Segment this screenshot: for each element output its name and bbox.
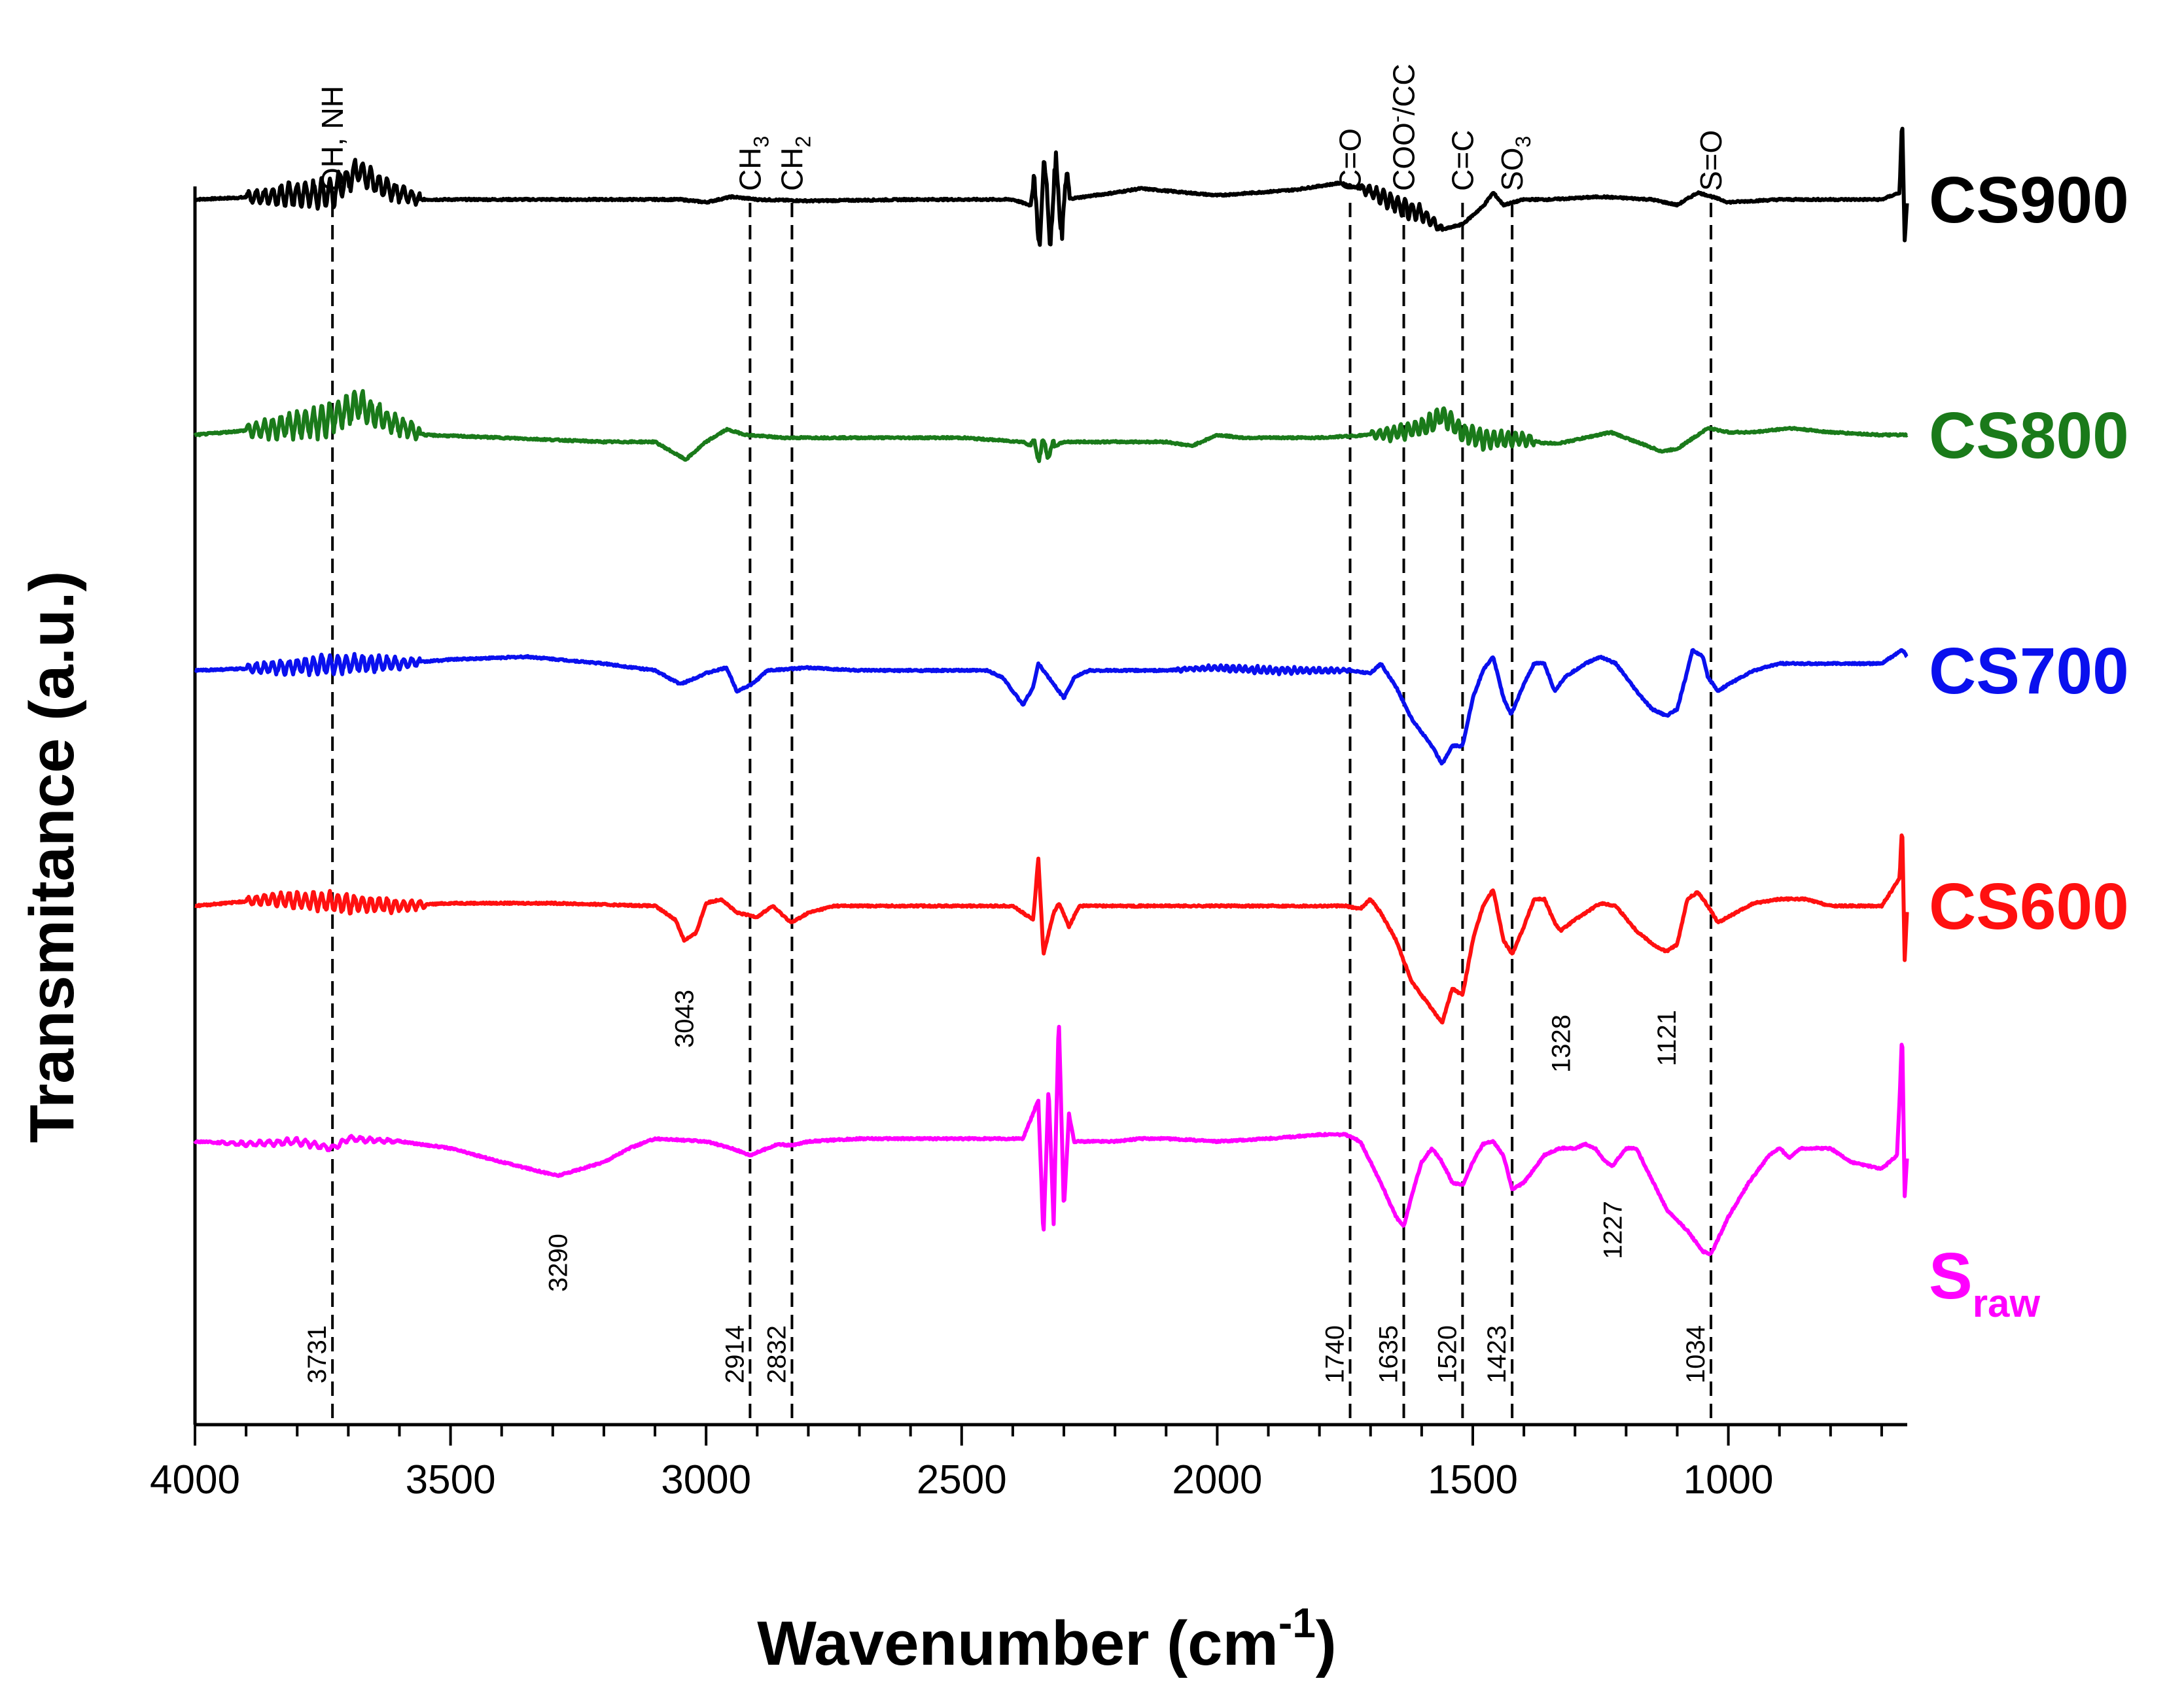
band-label-main: CH (733, 148, 767, 191)
peak-label-bottom: 1423 (1483, 1325, 1511, 1383)
band-label-main: C=C (1445, 130, 1479, 191)
series-line-cs700 (194, 648, 1909, 766)
peak-label-inline: 1121 (1653, 1010, 1682, 1066)
series-labels: CS900 CS800 CS700 CS600 Sraw (1929, 164, 2129, 1325)
band-label: C=O (1333, 128, 1367, 191)
band-label-main: COO (1387, 122, 1421, 191)
x-tick-label: 4000 (150, 1457, 240, 1502)
series-line-sraw (193, 1024, 1909, 1257)
series-line-cs600 (194, 833, 1909, 1025)
band-label-main: CH (775, 148, 809, 191)
x-axis-ticks: 4000 3500 3000 2500 2000 1500 1000 (150, 1425, 1883, 1502)
peak-label-inline: 1328 (1547, 1015, 1576, 1073)
band-label-main: OH, NH (315, 86, 349, 191)
peak-label-inline: 3043 (671, 990, 699, 1048)
series-label-main: CS900 (1929, 164, 2129, 237)
x-tick-label: 1000 (1683, 1457, 1774, 1502)
band-label: C=C (1445, 130, 1479, 191)
band-label-sub: 3 (749, 136, 773, 148)
x-tick-label: 1500 (1428, 1457, 1518, 1502)
peak-labels: 3731 2914 2832 1740 1635 1520 1423 1034 3043 3290… (303, 990, 1710, 1383)
series-label-cs900: CS900 (1929, 164, 2129, 237)
x-axis-title: Wavenumber (cm-1) (757, 1599, 1337, 1678)
band-marker-lines (331, 203, 1713, 1425)
x-axis-title-close: ) (1316, 1608, 1337, 1678)
series-label-main: CS700 (1929, 634, 2129, 708)
peak-label-bottom: 1520 (1433, 1325, 1462, 1383)
x-tick-label: 2500 (917, 1457, 1007, 1502)
series-line-cs900 (194, 126, 1909, 247)
x-tick-label: 3500 (406, 1457, 496, 1502)
band-label: COO-/CC (1385, 63, 1421, 191)
series-label-cs700: CS700 (1929, 634, 2129, 708)
band-label-sub: 2 (791, 136, 815, 148)
x-axis-title-main: Wavenumber (cm (757, 1608, 1278, 1678)
peak-label-bottom: 3731 (303, 1325, 332, 1383)
y-axis-title: Transmitance (a.u.) (17, 571, 87, 1143)
series-label-cs800: CS800 (1929, 399, 2129, 472)
band-label-main: SO (1495, 148, 1529, 191)
band-label: CH3 (733, 136, 773, 191)
band-label-tail: /CC (1387, 63, 1421, 115)
peak-label-inline: 1227 (1598, 1201, 1627, 1259)
series-label-sraw: Sraw (1929, 1240, 2040, 1325)
band-label: OH, NH (315, 86, 349, 191)
band-label-sub: 3 (1511, 136, 1535, 148)
series-label-main: CS600 (1929, 870, 2129, 943)
peak-label-bottom: 2914 (720, 1325, 749, 1383)
peak-label-inline: 3290 (544, 1234, 573, 1292)
series-label-cs600: CS600 (1929, 870, 2129, 943)
peak-label-bottom: 2832 (762, 1325, 791, 1383)
x-tick-label: 2000 (1172, 1457, 1262, 1502)
series-group (193, 126, 1909, 1257)
peak-label-bottom: 1635 (1375, 1325, 1403, 1383)
band-label: SO3 (1495, 136, 1535, 191)
x-tick-label: 3000 (661, 1457, 751, 1502)
peak-label-bottom: 1740 (1320, 1325, 1349, 1383)
band-label: CH2 (775, 136, 815, 191)
band-label-main: S=O (1694, 130, 1728, 191)
plot-frame (193, 186, 1907, 1427)
series-label-main: CS800 (1929, 399, 2129, 472)
series-line-cs800 (193, 389, 1909, 463)
x-axis-title-sup: -1 (1278, 1599, 1316, 1646)
band-label-sup: - (1385, 116, 1409, 123)
band-label-main: C=O (1333, 128, 1367, 191)
band-label: S=O (1694, 130, 1728, 191)
series-label-main: S (1929, 1240, 1973, 1313)
peak-label-bottom: 1034 (1682, 1325, 1710, 1383)
series-label-sub: raw (1973, 1281, 2041, 1325)
